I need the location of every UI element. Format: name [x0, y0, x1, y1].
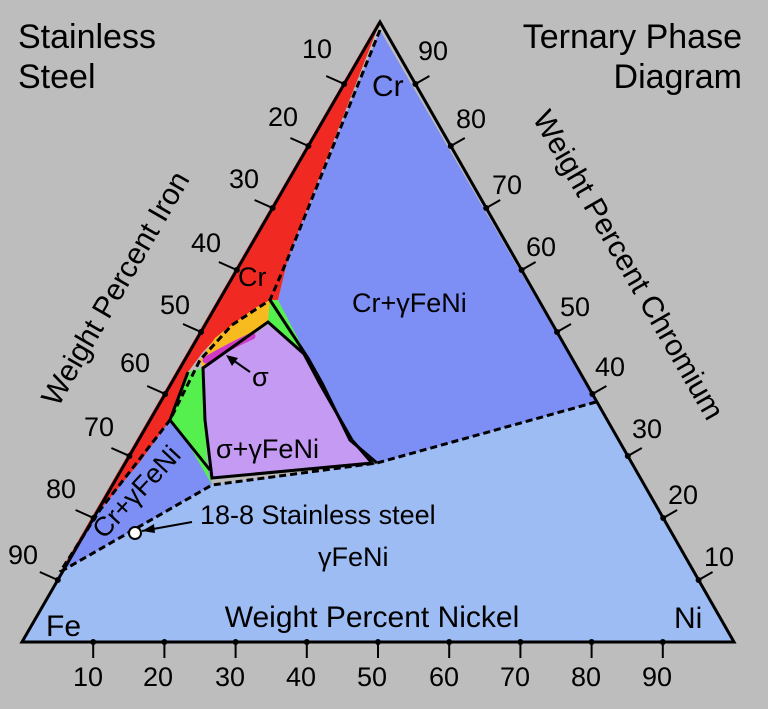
iron-tick-arrowhead	[305, 143, 312, 149]
nickel-tick-arrowhead	[517, 639, 524, 645]
chromium-tick-arrowhead	[589, 391, 596, 397]
iron-tick-50: 50	[160, 290, 190, 320]
annotation-arrowhead	[142, 524, 155, 533]
iron-tick-mark	[39, 571, 59, 581]
iron-tick-arrowhead	[126, 453, 133, 459]
green-region-left	[170, 368, 212, 485]
iron-tick-20: 20	[268, 102, 298, 132]
corner-fe-label: Fe	[46, 610, 81, 643]
nickel-tick-arrowhead	[232, 639, 239, 645]
sigma-gamma-feni-region	[203, 325, 372, 478]
cr-gamma-feni-region	[278, 30, 596, 463]
iron-tick-mark	[325, 75, 345, 85]
nickel-tick-labels: 10 20 30 40 50 60 70 80 90	[73, 662, 672, 692]
iron-tick-mark	[110, 447, 130, 457]
region-cr-label: Cr	[238, 262, 267, 292]
chromium-tick-40: 40	[595, 352, 625, 382]
iron-tick-mark	[75, 509, 95, 519]
gamma-boundary	[59, 400, 597, 574]
chromium-tick-60: 60	[526, 232, 556, 262]
corner-cr-label: Cr	[372, 70, 404, 103]
nickel-tick-10: 10	[73, 662, 103, 692]
iron-tick-mark	[218, 261, 238, 271]
iron-tick-arrowhead	[341, 81, 348, 87]
region-gamma-label: γFeNi	[318, 542, 389, 572]
cr-gamma-feni-left-region	[60, 420, 212, 572]
nickel-tick-arrowhead	[161, 639, 168, 645]
nickel-tick-arrowhead	[659, 639, 666, 645]
chromium-tick-arrowhead	[447, 143, 454, 149]
nickel-tick-30: 30	[215, 662, 245, 692]
chromium-tick-20: 20	[668, 480, 698, 510]
chromium-tick-arrowhead	[660, 515, 667, 521]
chromium-tick-arrowhead	[624, 453, 631, 459]
iron-tick-90: 90	[8, 540, 38, 570]
chromium-tick-arrowhead	[695, 577, 702, 583]
sigma-pointer-head	[226, 355, 238, 366]
iron-tick-arrowhead	[198, 329, 204, 335]
title-stainless: Stainless	[18, 18, 156, 56]
chromium-tick-arrows	[412, 75, 714, 583]
title-steel-label: Steel	[18, 58, 96, 96]
nickel-tick-70: 70	[500, 662, 530, 692]
axis-nickel-label: Weight Percent Nickel	[225, 601, 520, 634]
iron-tick-arrowhead	[269, 205, 276, 211]
stainless-18-8-point	[128, 526, 142, 540]
iron-tick-arrowhead	[54, 577, 61, 583]
nickel-tick-90: 90	[642, 662, 672, 692]
iron-tick-60: 60	[120, 348, 150, 378]
iron-tick-mark	[182, 323, 202, 333]
axis-iron-label: Weight Percent Iron	[35, 166, 196, 412]
nickel-tick-80: 80	[571, 662, 601, 692]
chromium-tick-arrowhead	[412, 81, 419, 87]
iron-tick-30: 30	[229, 164, 259, 194]
iron-tick-arrowhead	[90, 515, 97, 521]
nickel-tick-arrowhead	[375, 639, 381, 645]
iron-tick-arrowhead	[162, 391, 169, 397]
iron-tick-80: 80	[46, 474, 76, 504]
iron-tick-70: 70	[84, 412, 114, 442]
gamma-feni-region	[22, 402, 734, 642]
nickel-tick-arrowhead	[90, 639, 97, 645]
nickel-tick-arrowhead	[446, 639, 453, 645]
chromium-tick-70: 70	[492, 170, 522, 200]
nickel-tick-20: 20	[143, 662, 173, 692]
chromium-tick-10: 10	[704, 542, 734, 572]
cr-boundary	[58, 29, 382, 573]
iron-tick-mark	[289, 137, 309, 147]
title-ternary-phase: Ternary Phase	[523, 18, 742, 56]
iron-tick-arrowhead	[233, 267, 240, 273]
chromium-tick-90: 90	[418, 36, 448, 66]
nickel-tick-40: 40	[286, 662, 316, 692]
chromium-tick-arrowhead	[483, 205, 490, 211]
corner-ni-label: Ni	[674, 602, 702, 635]
iron-tick-10: 10	[302, 34, 332, 64]
iron-tick-mark	[254, 199, 274, 209]
chromium-tick-labels: 90 80 70 60 50 40 30 20 10	[418, 36, 734, 572]
nickel-tick-arrows	[90, 639, 666, 658]
nickel-tick-50: 50	[357, 662, 387, 692]
chromium-tick-arrowhead	[518, 267, 525, 273]
title-diagram: Diagram	[614, 58, 742, 96]
green-left-boundary	[168, 371, 212, 471]
region-sigma-gamma-label: σ+γFeNi	[216, 434, 319, 464]
chromium-tick-80: 80	[456, 104, 486, 134]
stainless-18-8-label: 18-8 Stainless steel	[200, 500, 436, 530]
nickel-tick-60: 60	[429, 662, 459, 692]
chromium-tick-arrowhead	[554, 329, 560, 335]
chromium-tick-50: 50	[560, 292, 590, 322]
iron-tick-arrows	[39, 75, 348, 583]
chromium-tick-30: 30	[632, 414, 662, 444]
nickel-tick-arrowhead	[303, 639, 310, 645]
iron-tick-40: 40	[191, 228, 221, 258]
iron-tick-mark	[146, 385, 166, 395]
nickel-tick-arrowhead	[588, 639, 595, 645]
iron-tick-labels: 10 20 30 40 50 60 70 80 90	[8, 34, 332, 570]
green-right-boundary	[268, 299, 378, 465]
region-sigma-label: σ	[252, 362, 269, 392]
region-cr-gamma-label: Cr+γFeNi	[352, 288, 467, 318]
